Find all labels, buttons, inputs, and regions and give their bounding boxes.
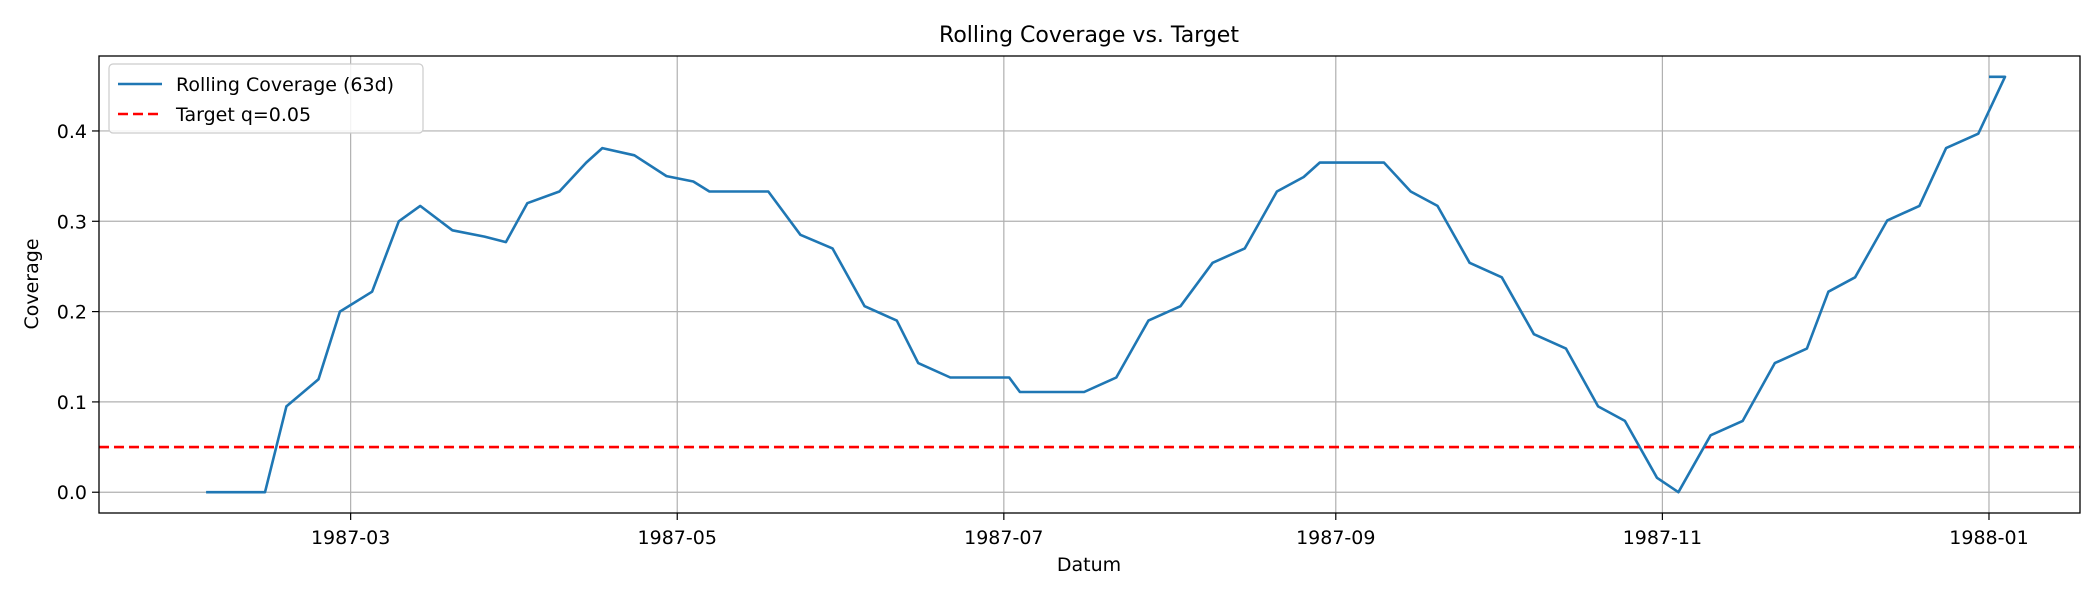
legend-frame [108,63,424,134]
series-layer [206,75,2007,494]
y-axis: 0.0 0.1 0.2 0.3 0.4 [57,121,99,504]
legend: Rolling Coverage (63d) Target q=0.05 [108,63,424,134]
plot-frame [98,55,2081,514]
x-axis: 1987-03 1987-05 1987-07 1987-09 1987-11 1988-… [311,513,2029,549]
x-tick-label: 1988-01 [1949,527,2028,549]
x-tick-label: 1987-07 [964,527,1043,549]
x-tick-label: 1987-05 [638,527,717,549]
legend-label-rolling-coverage: Rolling Coverage (63d) [176,74,394,96]
y-axis-label: Coverage [21,238,43,329]
y-tick-label: 0.1 [57,392,87,414]
y-tick-label: 0.0 [57,482,87,504]
y-tick-label: 0.2 [57,302,87,324]
legend-label-target: Target q=0.05 [175,104,311,126]
chart-title: Rolling Coverage vs. Target [939,23,1239,48]
coverage-line [206,75,2007,494]
y-tick-label: 0.4 [57,121,87,143]
grid [99,56,2080,513]
x-tick-label: 1987-03 [311,527,390,549]
y-tick-label: 0.3 [57,211,87,233]
x-axis-label: Datum [1057,554,1121,576]
x-tick-label: 1987-09 [1296,527,1375,549]
x-tick-label: 1987-11 [1623,527,1702,549]
